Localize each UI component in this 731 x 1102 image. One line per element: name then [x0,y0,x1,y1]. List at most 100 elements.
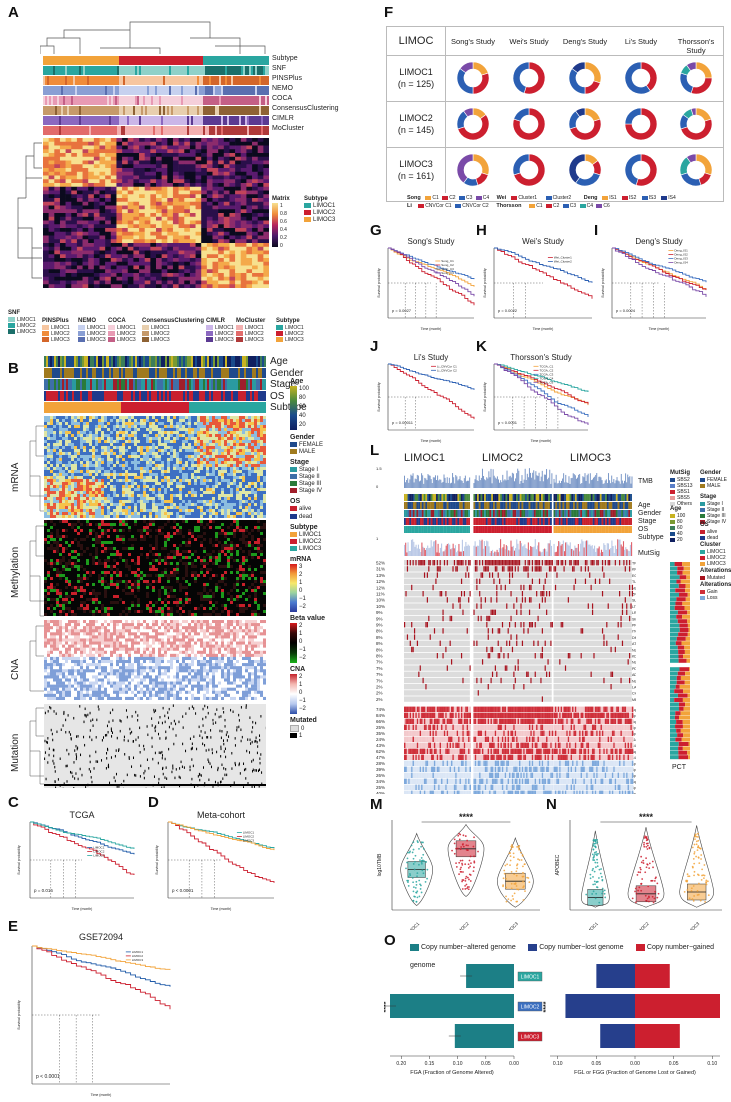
heatmap-cell [189,273,196,278]
heatmap-cell [257,250,264,255]
heatmap-cell [172,250,179,255]
a-track-cell [157,66,159,75]
a-track-cell [195,126,197,135]
heatmap-cell [139,231,145,236]
a-track-cell [241,126,243,135]
a-track-cell [203,66,205,75]
legend-item: LIMOC3 [8,329,36,335]
mrna-cell [98,437,102,441]
mrna-cell [104,470,108,474]
a-track-cell [153,66,155,75]
mrna-cell [212,485,216,489]
heatmap-cell [139,250,145,255]
heatmap-cell [206,265,213,270]
b-track-cell [44,390,47,401]
b-track-cell [166,367,169,378]
mrna-cell [80,431,84,435]
mrna-cell [134,485,138,489]
a-track-cell [81,86,83,95]
heatmap-cell [257,213,264,218]
heatmap-cell [161,258,168,263]
mrna-cell [200,458,204,462]
mrna-cell [122,467,126,471]
a-track-cell [257,116,259,125]
b-track-cell [126,402,129,413]
heatmap-cell [54,153,61,158]
heatmap-cell [240,243,247,248]
mrna-cell [164,479,168,483]
heatmap-cell [257,284,264,288]
heatmap-cell [71,216,78,221]
heatmap-cell [223,250,230,255]
heatmap-cell [178,246,185,251]
b-track-cell [162,356,165,367]
heatmap-cell [184,149,191,154]
a-track-cell [165,76,167,85]
mrna-cell [140,473,144,477]
b-track-cell [136,402,139,413]
mrna-cell [83,482,87,486]
mrna-cell [173,458,177,462]
mrna-cell [242,437,246,441]
mrna-cell [59,434,63,438]
heatmap-cell [184,179,191,184]
mrna-cell [101,479,105,483]
heatmap-cell [127,156,134,161]
a-track-cell [89,106,91,115]
b-track-cell [144,402,147,413]
mrna-cell [47,467,51,471]
mrna-cell [83,443,87,447]
heatmap-cell [93,265,100,270]
heatmap-cell [110,220,117,225]
heatmap-cell [43,261,49,266]
b-track-cell [110,402,113,413]
mrna-cell [125,473,129,477]
a-track-cell [49,56,51,65]
mrna-cell [170,443,174,447]
heatmap-cell [161,250,168,255]
mrna-cell [116,485,120,489]
heatmap-cell [71,276,78,281]
heatmap-cell [189,265,196,270]
mrna-cell [65,440,69,444]
heatmap-cell [127,243,134,248]
heatmap-cell [167,198,174,203]
b-track-cell [46,356,49,367]
mrna-cell [59,431,63,435]
mrna-cell [101,458,105,462]
b-track-cell [44,356,47,367]
a-track-cell [197,86,199,95]
heatmap-cell [184,261,191,266]
mrna-cell [95,455,99,459]
mrna-cell [260,425,264,429]
heatmap-cell [133,231,140,236]
mrna-cell [218,425,222,429]
mrna-cell [59,416,63,420]
heatmap-cell [110,171,117,176]
mrna-cell [158,473,162,477]
mrna-cell [80,446,84,450]
b-track-cell [86,390,89,401]
mrna-cell [200,419,204,423]
heatmap-cell [263,228,269,233]
a-track-cell [103,66,105,75]
mrna-cell [101,446,105,450]
b-track-cell [197,379,200,390]
mrna-cell [119,455,123,459]
mrna-cell [77,419,81,423]
heatmap-cell [139,213,145,218]
b-track-cell [164,367,167,378]
heatmap-cell [71,280,78,285]
b-track-cell [253,402,256,413]
legend-item: LIMOC3 [236,337,265,343]
mrna-cell [227,488,231,492]
mrna-cell [116,467,120,471]
heatmap-cell [223,145,230,150]
mrna-cell [104,419,108,423]
b-track-cell [215,356,218,367]
b-track-row [44,367,266,378]
heatmap-cell [99,149,106,154]
mrna-cell [185,488,189,492]
heatmap-cell [235,186,242,191]
heatmap-cell [240,153,247,158]
